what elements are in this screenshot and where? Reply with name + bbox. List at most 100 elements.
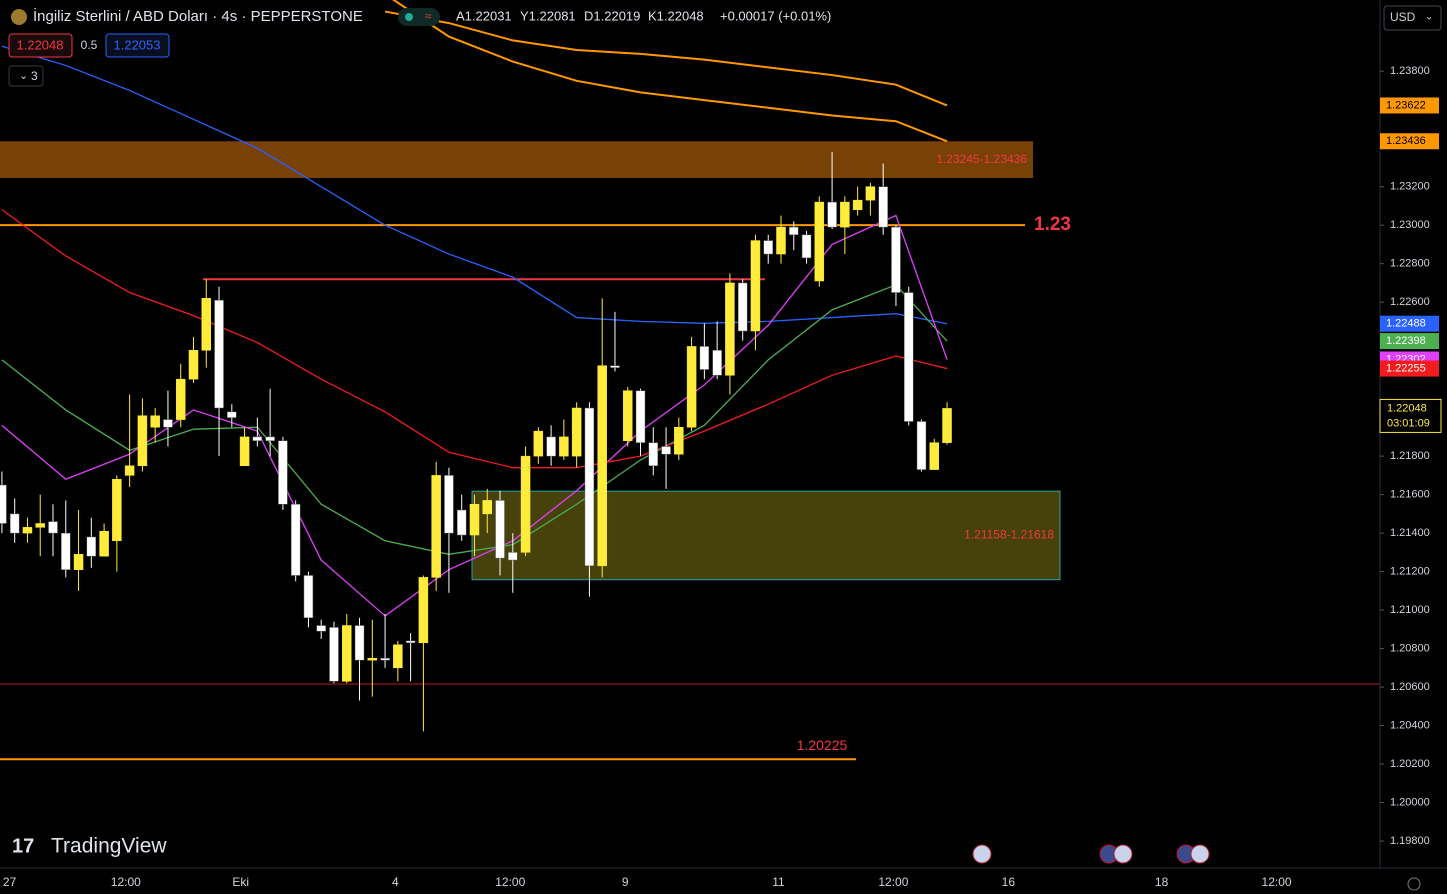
price-tag-label: 1.22488 (1386, 318, 1426, 330)
y-tick-label: 1.22600 (1390, 296, 1430, 308)
candle-body (789, 226, 799, 236)
moving-average (391, 0, 948, 143)
currency[interactable]: USD (1390, 10, 1416, 24)
candle-body (674, 427, 684, 455)
candle-body (227, 411, 237, 418)
ohlc-value: D1.22019 (584, 8, 640, 23)
y-tick-label: 1.21600 (1390, 489, 1430, 501)
x-tick-label: 4 (392, 875, 399, 889)
candle-body (48, 521, 58, 534)
candle-body (163, 419, 173, 428)
candle-body (559, 436, 569, 457)
y-tick-label: 1.20600 (1390, 681, 1430, 693)
chevron: ⌄ (19, 70, 28, 82)
candle-body (508, 552, 518, 561)
candle-body (495, 500, 505, 559)
currency-dropdown[interactable] (1383, 5, 1442, 31)
y-tick-label: 1.20000 (1390, 796, 1430, 808)
candle-body (316, 625, 326, 632)
candle-body (9, 513, 20, 534)
price-tag (1380, 315, 1439, 332)
x-tick-label: 9 (622, 875, 629, 889)
zone (471, 490, 1061, 581)
y-tick-label: 1.23800 (1390, 65, 1430, 77)
indicator-count[interactable]: 3 (31, 69, 38, 83)
y-tick-label: 1.20400 (1390, 719, 1430, 731)
ohlc-value: K1.22048 (648, 8, 704, 23)
candle-body (840, 201, 850, 228)
candle-body (610, 365, 620, 368)
y-tick-label: 1.22800 (1390, 258, 1430, 270)
moving-average (1, 45, 948, 325)
x-tick-label: 27 (3, 875, 17, 889)
candle-body (903, 292, 914, 422)
candle-body (22, 527, 33, 534)
candle-body (763, 240, 773, 255)
price-tag-label: 1.22255 (1386, 362, 1426, 374)
event-icons (972, 844, 1210, 864)
y-tick-label: 1.20200 (1390, 758, 1430, 770)
price-tag (1380, 97, 1439, 114)
candle-body (418, 577, 429, 644)
price-tag-label: 1.23622 (1386, 99, 1426, 111)
candle-body (380, 657, 390, 661)
candle-body (776, 226, 786, 255)
candle-body (865, 186, 876, 201)
candle-body (112, 478, 122, 542)
candle-body (278, 440, 288, 505)
candle-body (73, 554, 84, 570)
event-icon[interactable] (972, 844, 992, 864)
buy-button[interactable] (105, 33, 170, 58)
settings-icon[interactable] (1407, 877, 1421, 891)
candle-body (571, 407, 582, 457)
price-axis (1380, 0, 1447, 868)
candle-body (354, 625, 365, 661)
event-icon[interactable] (1113, 844, 1133, 864)
candle-body (469, 503, 480, 536)
collapse-button[interactable] (8, 65, 44, 87)
candle-body (686, 346, 697, 428)
candle-body (431, 475, 441, 578)
candle-body (878, 186, 888, 228)
x-tick-label: Eki (232, 875, 249, 889)
candle-body (520, 455, 531, 553)
last-price: 1.22048 (1387, 402, 1427, 414)
candle-body (405, 640, 416, 644)
y-tick-label: 1.23200 (1390, 181, 1430, 193)
candle-body (214, 299, 224, 409)
event-icon[interactable] (1190, 844, 1210, 864)
candle-body (329, 627, 339, 682)
moving-average (384, 10, 948, 107)
candle-body (584, 407, 595, 567)
symbol-icon (11, 9, 27, 25)
zone-label: 1.21158-1.21618 (964, 528, 1054, 542)
countdown: 03:01:09 (1387, 417, 1430, 429)
candle-body (622, 390, 633, 441)
candle-body (737, 282, 748, 332)
y-tick-label: 1.21000 (1390, 604, 1430, 616)
candle-body (827, 201, 837, 228)
ohlc-value: Y1.22081 (520, 8, 576, 23)
candle-body (367, 657, 378, 661)
candle-body (99, 530, 109, 557)
candle-body (635, 390, 646, 443)
price-tag-label: 1.22398 (1386, 335, 1426, 347)
candle-body (814, 201, 825, 282)
candle-body (61, 532, 71, 570)
chevron: ⌄ (1425, 12, 1433, 23)
candle-body (661, 446, 671, 455)
y-tick-label: 1.21200 (1390, 566, 1430, 578)
candle-body (35, 523, 45, 528)
x-tick-label: 11 (772, 875, 785, 889)
candle-body (546, 436, 556, 457)
y-tick-label: 1.21800 (1390, 450, 1430, 462)
x-tick-label: 18 (1155, 875, 1169, 889)
x-tick-label: 12:00 (1262, 875, 1292, 889)
brand: TradingView (51, 835, 167, 858)
sell-price[interactable]: 1.22048 (17, 37, 64, 52)
candle-body (712, 350, 722, 376)
moving-average (1, 284, 948, 555)
sell-button[interactable] (8, 33, 73, 58)
buy-price[interactable]: 1.22053 (114, 37, 161, 52)
